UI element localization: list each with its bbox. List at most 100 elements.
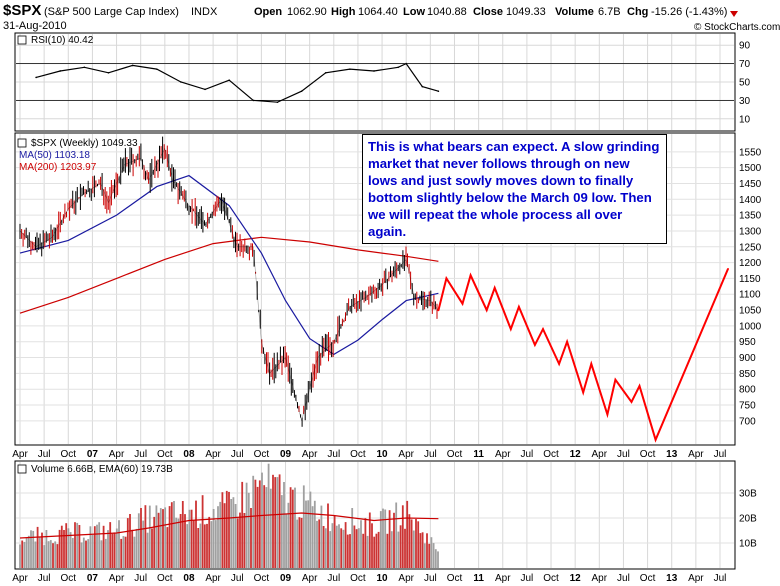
volume-bar <box>151 528 153 568</box>
volume-bar <box>58 529 61 568</box>
price-x-tick-label: Apr <box>302 449 318 460</box>
price-x-tick-label: Oct <box>447 449 463 460</box>
volume-bar <box>386 533 389 568</box>
copyright-label: © StockCharts.com <box>694 22 780 33</box>
volume-bar <box>280 495 283 568</box>
index-name: (S&P 500 Large Cap Index) <box>44 6 179 18</box>
volume-bar <box>311 506 314 568</box>
volume-bar <box>384 509 387 568</box>
projection-point <box>606 413 609 416</box>
volume-bar <box>65 523 68 568</box>
rsi-legend: RSI(10) 40.42 <box>31 35 94 46</box>
price-y-tick-label: 1550 <box>739 147 762 158</box>
volume-x-tick-label: 13 <box>666 573 678 584</box>
volume-x-tick-label: Oct <box>157 573 173 584</box>
volume-bar <box>236 518 239 568</box>
projection-point <box>558 362 560 365</box>
volume-bar <box>401 505 404 568</box>
price-legend-toggle-icon[interactable] <box>17 138 27 148</box>
volume-bar <box>113 532 116 568</box>
volume-bar <box>223 503 226 568</box>
volume-bar <box>102 525 105 568</box>
rsi-y-tick-label: 30 <box>739 96 751 107</box>
volume-bar <box>342 529 345 568</box>
volume-bar <box>256 486 259 568</box>
volume-bar <box>412 530 415 568</box>
projection-point <box>461 302 464 305</box>
volume-bar <box>219 501 222 568</box>
volume-x-tick-label: Jul <box>424 573 437 584</box>
volume-bar <box>91 535 94 568</box>
price-x-tick-label: Apr <box>12 449 28 460</box>
volume-bar <box>379 511 382 568</box>
price-y-tick-label: 1500 <box>739 163 762 174</box>
volume-bar <box>208 516 211 568</box>
volume-bar <box>199 523 202 568</box>
price-x-tick-label: Oct <box>640 449 656 460</box>
volume-bar <box>432 543 435 568</box>
price-y-tick-label: 1350 <box>739 211 762 222</box>
volume-bar <box>27 535 30 568</box>
price-y-tick-label: 750 <box>739 401 756 412</box>
volume-bar <box>32 530 35 568</box>
volume-bar <box>360 520 362 568</box>
volume-legend-toggle-icon[interactable] <box>17 464 27 474</box>
price-x-tick-label: Jul <box>520 449 533 460</box>
volume-bar <box>201 495 204 568</box>
volume-bar <box>333 515 336 568</box>
projection-point <box>517 306 520 308</box>
volume-bar <box>408 514 411 568</box>
volume-bar <box>294 487 296 568</box>
projection-point <box>630 400 633 403</box>
volume-x-tick-label: Jul <box>231 573 244 584</box>
volume-bar <box>390 531 393 568</box>
price-x-tick-label: 11 <box>473 449 484 460</box>
volume-bar <box>331 523 334 568</box>
volume-bar <box>225 490 228 568</box>
volume-bar <box>437 551 439 568</box>
volume-bar <box>351 508 354 568</box>
rsi-y-tick-label: 50 <box>739 78 751 89</box>
volume-bar <box>296 519 299 568</box>
ma50-legend: MA(50) 1103.18 <box>19 150 90 161</box>
volume-bar <box>89 526 92 568</box>
volume-bar <box>269 488 272 568</box>
volume-bar <box>278 474 281 568</box>
volume-bar <box>155 505 158 568</box>
volume-bar <box>52 543 54 568</box>
price-x-tick-label: Oct <box>543 449 559 460</box>
volume-bar <box>98 522 101 568</box>
volume-bar <box>82 537 85 568</box>
volume-x-tick-label: Apr <box>12 573 28 584</box>
rsi-legend-toggle-icon[interactable] <box>17 35 27 45</box>
volume-bar <box>74 522 76 568</box>
volume-bar <box>368 512 371 568</box>
volume-bar <box>423 543 426 568</box>
volume-x-tick-label: Apr <box>688 573 704 584</box>
volume-bar <box>87 539 90 568</box>
volume-bar <box>181 501 184 568</box>
volume-bar <box>261 472 263 568</box>
volume-bar <box>309 491 312 568</box>
projection-point <box>485 309 488 311</box>
high-value: 1064.40 <box>358 6 398 18</box>
volume-bar <box>197 528 200 568</box>
volume-bar <box>263 485 266 568</box>
volume-bar <box>318 519 321 568</box>
volume-bar <box>168 506 171 568</box>
volume-bar <box>122 536 125 568</box>
volume-bar <box>23 541 26 568</box>
volume-legend: Volume 6.66B, EMA(60) 19.73B <box>31 464 173 475</box>
rsi-y-tick-label: 70 <box>739 59 751 70</box>
projection-point <box>469 274 472 277</box>
volume-bar <box>188 509 191 568</box>
volume-bar <box>349 534 351 568</box>
volume-x-tick-label: 09 <box>280 573 292 584</box>
volume-bar <box>265 487 268 568</box>
price-x-tick-label: Jul <box>424 449 437 460</box>
volume-bar <box>300 517 303 568</box>
volume-x-tick-label: Jul <box>327 573 340 584</box>
down-arrow-icon <box>730 11 738 17</box>
volume-bar <box>274 477 277 568</box>
